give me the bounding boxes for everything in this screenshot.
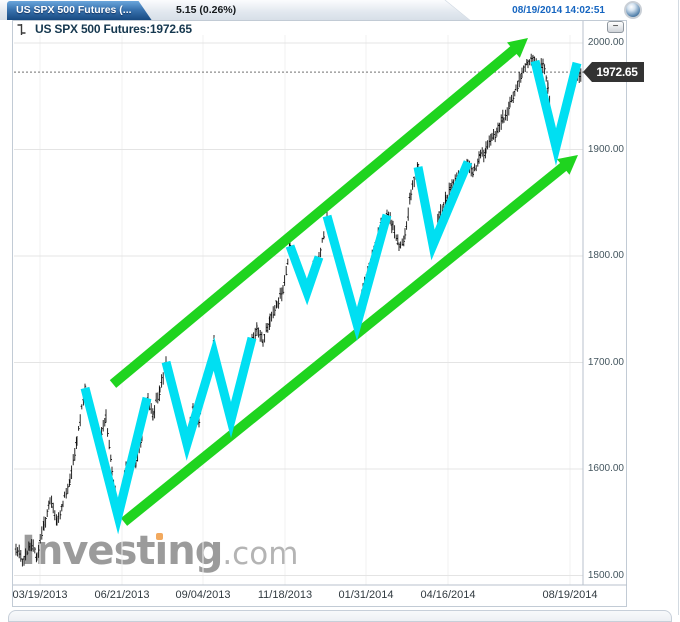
series-legend: US SPX 500 Futures:1972.65 xyxy=(16,22,192,36)
y-axis-label: 2000.00 xyxy=(587,37,624,48)
y-axis-label: 1900.00 xyxy=(587,143,624,155)
watermark-orange-dot xyxy=(155,533,163,540)
window-right-border xyxy=(678,0,679,615)
correction-zigzag xyxy=(322,213,392,341)
price-bars xyxy=(14,53,582,567)
x-axis-label: 01/31/2014 xyxy=(338,589,394,601)
y-axis-label: 1800.00 xyxy=(587,250,624,261)
price-change-label: 5.15 (0.26%) xyxy=(176,4,237,16)
channel-resistance-line-arrowhead xyxy=(507,38,528,58)
x-axis-label: 06/21/2013 xyxy=(94,589,150,601)
watermark-com: .com xyxy=(222,536,299,572)
y-axis-label: 1700.00 xyxy=(587,356,624,368)
correction-zigzag xyxy=(530,59,582,166)
investing-watermark: Investı ng.com xyxy=(21,528,299,574)
window-title-bar: US SPX 500 Futures (... 5.15 (0.26%) 08/… xyxy=(0,0,680,20)
x-axis-label: 11/18/2013 xyxy=(257,589,313,601)
channel-support-line-arrowhead xyxy=(556,155,578,175)
channel-resistance-line xyxy=(109,43,521,388)
x-axis-label: 03/19/2013 xyxy=(12,589,68,601)
tab-instrument[interactable]: US SPX 500 Futures (... xyxy=(7,1,152,20)
x-axis-label: 08/19/2014 xyxy=(542,589,598,601)
correction-zigzag xyxy=(80,386,152,535)
x-axis-label: 04/16/2014 xyxy=(420,589,476,601)
last-price-tag: 1972.65 xyxy=(583,62,644,82)
minimize-button[interactable]: − xyxy=(607,21,624,33)
y-axis-label: 1500.00 xyxy=(587,569,624,581)
ohlc-bar-icon xyxy=(17,23,26,35)
x-axis-label: 09/04/2013 xyxy=(175,589,231,601)
live-status-orb-icon[interactable] xyxy=(624,1,642,19)
correction-zigzag xyxy=(413,160,473,261)
correction-zigzag xyxy=(285,244,324,306)
watermark-text: Invest xyxy=(21,528,155,574)
legend-label: US SPX 500 Futures:1972.65 xyxy=(35,22,192,36)
correction-zigzag xyxy=(161,336,257,461)
channel-support-line xyxy=(120,159,571,526)
y-axis-label: 1600.00 xyxy=(587,463,624,474)
quote-timestamp: 08/19/2014 14:02:51 xyxy=(512,5,605,16)
